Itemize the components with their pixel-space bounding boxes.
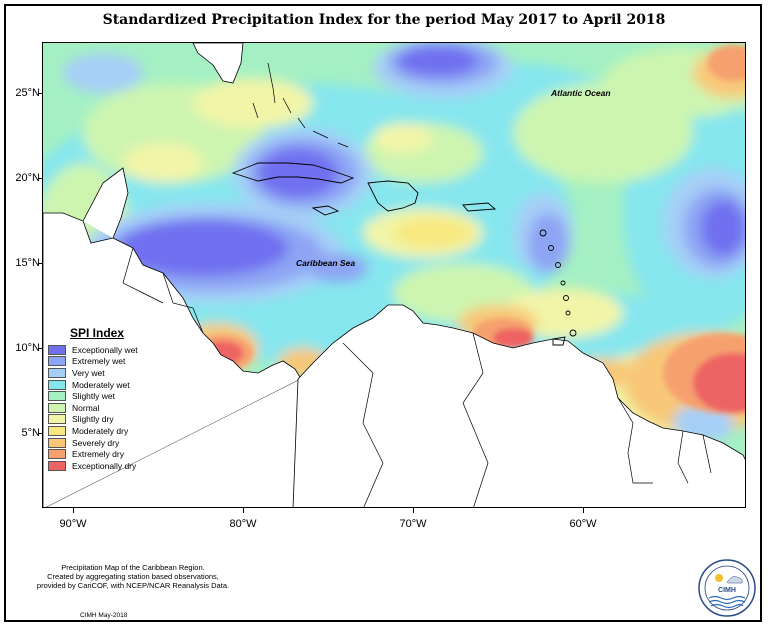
map-title: Standardized Precipitation Index for the…: [102, 12, 666, 28]
legend-swatch: [48, 425, 66, 436]
legend-item: Extremely dry: [48, 448, 158, 460]
legend-item: Slightly dry: [48, 414, 158, 426]
legend-label: Moderately wet: [72, 379, 130, 390]
legend-item: Exceptionally wet: [48, 344, 158, 356]
legend-swatch: [48, 367, 66, 378]
legend-item: Extremely wet: [48, 356, 158, 368]
y-tick: [38, 348, 42, 349]
legend-swatch: [48, 437, 66, 448]
legend-swatch: [48, 402, 66, 413]
y-tick: [38, 93, 42, 94]
caption-line-3: provided by CariCOF, with NCEP/NCAR Rean…: [36, 581, 230, 590]
x-tick: [583, 508, 584, 513]
credit-text: CIMH May-2018: [80, 612, 128, 619]
legend-label: Slightly dry: [72, 414, 114, 425]
legend-item: Moderately dry: [48, 425, 158, 437]
legend-rows: Exceptionally wet Extremely wet Very wet Mo…: [48, 344, 158, 472]
x-tick: [73, 508, 74, 513]
x-label-90w: 90°W: [59, 518, 87, 530]
caption-line-1: Precipitation Map of the Caribbean Regio…: [61, 563, 205, 572]
y-label-15n: 15°N: [15, 257, 40, 269]
figure-frame: [4, 4, 762, 622]
legend-item: Severely dry: [48, 437, 158, 449]
legend-swatch: [48, 356, 66, 367]
map-caption: Precipitation Map of the Caribbean Regio…: [18, 563, 248, 590]
legend-label: Exceptionally dry: [72, 460, 137, 471]
legend-item: Very wet: [48, 367, 158, 379]
y-label-10n: 10°N: [15, 342, 40, 354]
legend-swatch: [48, 379, 66, 390]
x-tick: [413, 508, 414, 513]
spi-map: [42, 42, 746, 508]
spi-legend: SPI Index Exceptionally wet Extremely wet…: [48, 326, 158, 474]
label-atlantic-ocean: Atlantic Ocean: [551, 88, 611, 98]
x-tick: [243, 508, 244, 513]
legend-label: Very wet: [72, 367, 105, 378]
legend-label: Extremely dry: [72, 449, 124, 460]
legend-item: Slightly wet: [48, 390, 158, 402]
spi-map-canvas: [43, 43, 745, 507]
x-label-70w: 70°W: [399, 518, 427, 530]
legend-label: Normal: [72, 402, 100, 413]
logo-text: CIMH: [718, 587, 736, 594]
label-caribbean-sea: Caribbean Sea: [296, 258, 356, 268]
legend-item: Normal: [48, 402, 158, 414]
legend-title: SPI Index: [70, 326, 125, 340]
x-label-80w: 80°W: [229, 518, 257, 530]
legend-swatch: [48, 344, 66, 355]
legend-item: Moderately wet: [48, 379, 158, 391]
legend-label: Extremely wet: [72, 356, 126, 367]
caption-line-2: Created by aggregating station based obs…: [47, 572, 219, 581]
x-label-60w: 60°W: [569, 518, 597, 530]
legend-label: Exceptionally wet: [72, 344, 138, 355]
legend-item: Exceptionally dry: [48, 460, 158, 472]
legend-swatch: [48, 449, 66, 460]
cimh-logo: CIMH: [697, 558, 757, 618]
legend-swatch: [48, 460, 66, 471]
legend-label: Slightly wet: [72, 391, 115, 402]
legend-swatch: [48, 391, 66, 402]
y-tick: [38, 263, 42, 264]
y-label-20n: 20°N: [15, 172, 40, 184]
y-label-5n: 5°N: [21, 427, 40, 439]
y-tick: [38, 433, 42, 434]
legend-swatch: [48, 414, 66, 425]
y-label-25n: 25°N: [15, 87, 40, 99]
legend-label: Severely dry: [72, 437, 120, 448]
legend-label: Moderately dry: [72, 425, 129, 436]
y-tick: [38, 178, 42, 179]
